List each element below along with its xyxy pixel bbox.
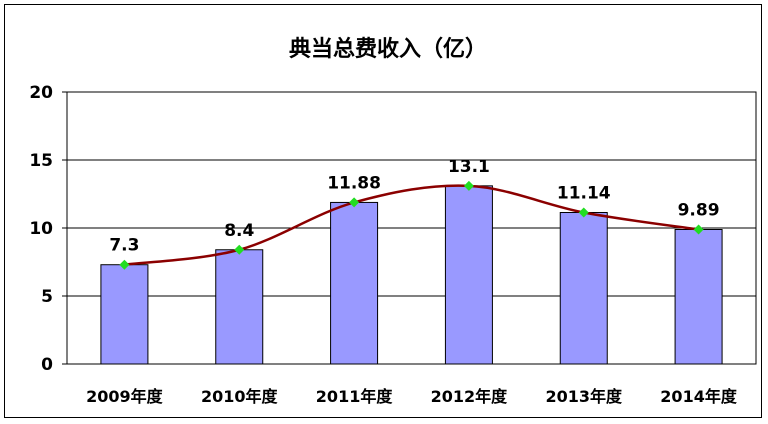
line-marker [578, 207, 589, 218]
data-label: 8.4 [224, 221, 254, 241]
y-axis-ticks: 0 5 10 15 20 [29, 83, 67, 375]
y-tick-label: 10 [29, 219, 53, 239]
x-category-label: 2014年度 [660, 387, 738, 406]
data-label: 11.88 [327, 173, 381, 193]
markers [119, 180, 704, 270]
x-category-label: 2010年度 [201, 387, 279, 406]
x-category-label: 2013年度 [545, 387, 623, 406]
gridlines [67, 159, 756, 297]
line-marker [119, 259, 130, 270]
line-marker [234, 244, 245, 255]
y-tick-label: 20 [29, 83, 53, 103]
x-axis-categories: 2009年度 2010年度 2011年度 2012年度 2013年度 2014年度 [86, 387, 738, 406]
chart: 典当总费收入（亿） 0 5 10 15 20 7.3 8.4 11.88 13.1 11.14 9… [29, 36, 757, 406]
plot-area [66, 91, 757, 365]
bar [559, 211, 608, 365]
data-label: 11.14 [557, 183, 611, 203]
bar [444, 185, 493, 365]
line-marker [463, 180, 474, 191]
data-label: 9.89 [678, 200, 720, 220]
bar [674, 228, 723, 365]
y-tick-label: 0 [41, 355, 53, 375]
bars [100, 185, 723, 365]
data-label: 7.3 [109, 236, 139, 256]
x-category-label: 2012年度 [431, 387, 509, 406]
line-marker [693, 224, 704, 235]
y-tick-label: 5 [41, 287, 53, 307]
x-category-label: 2011年度 [316, 387, 394, 406]
trend-line [124, 184, 699, 266]
line-marker [349, 197, 360, 208]
data-label: 13.1 [448, 157, 490, 177]
y-tick-label: 15 [29, 151, 53, 171]
chart-title: 典当总费收入（亿） [289, 36, 487, 62]
bar [330, 201, 379, 365]
chart-frame: 典当总费收入（亿） 0 5 10 15 20 7.3 8.4 11.88 13.1 11.14 9… [4, 4, 762, 418]
bar [215, 249, 264, 365]
x-category-label: 2009年度 [86, 387, 164, 406]
bar [100, 264, 149, 365]
data-labels: 7.3 8.4 11.88 13.1 11.14 9.89 [109, 157, 719, 256]
